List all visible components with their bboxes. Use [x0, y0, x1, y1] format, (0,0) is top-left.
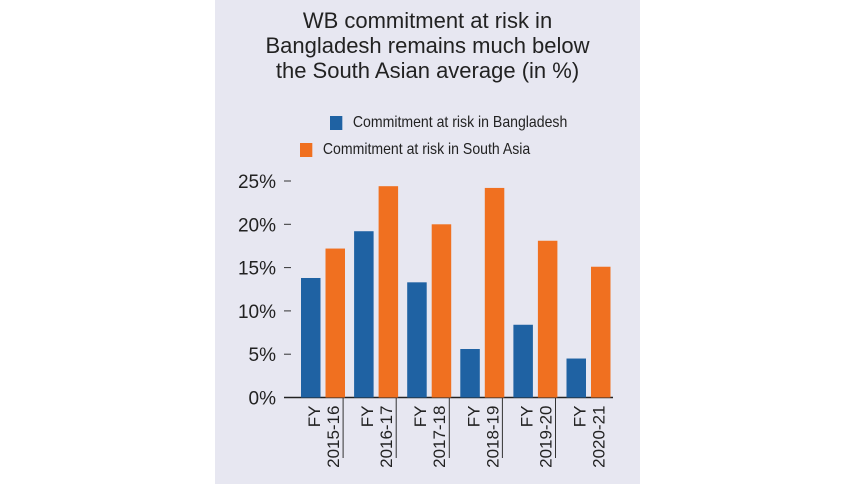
x-tick-label: FY: [358, 406, 377, 428]
bar-bangladesh: [566, 358, 586, 398]
chart-title: WB commitment at risk in Bangladesh rema…: [215, 8, 640, 83]
x-tick-label: 2020-21: [590, 406, 609, 468]
y-tick-label: 0%: [249, 389, 277, 410]
x-tick-label: 2018-19: [483, 406, 502, 468]
x-tick-label: FY: [464, 406, 483, 428]
x-tick-label: FY: [305, 406, 324, 428]
x-tick-label: 2016-17: [377, 406, 396, 468]
y-tick-label: 20%: [238, 215, 276, 236]
bar-bangladesh: [301, 277, 321, 398]
legend-item-south-asia: Commitment at risk in South Asia: [300, 141, 530, 159]
title-line: Bangladesh remains much below: [265, 33, 590, 58]
bar-bangladesh: [460, 349, 480, 398]
x-tick-label: 2015-16: [324, 406, 343, 468]
title-line: WB commitment at risk in: [302, 8, 553, 33]
bar-south-asia: [537, 240, 558, 398]
x-tick-label: FY: [411, 406, 430, 428]
title-line: the South Asian average (in %): [275, 58, 580, 83]
chart-panel: [215, 0, 640, 484]
bar-bangladesh: [513, 324, 533, 398]
legend-swatch-blue: [330, 116, 343, 130]
y-tick-label: 10%: [238, 302, 276, 323]
legend-label: Commitment at risk in South Asia: [322, 141, 531, 158]
bar-bangladesh: [407, 282, 427, 398]
bar-south-asia: [325, 248, 345, 398]
y-tick-label: 15%: [238, 259, 276, 280]
y-tick-label: 5%: [249, 345, 277, 366]
x-tick-label: 2019-20: [536, 406, 555, 468]
bar-south-asia: [484, 187, 505, 398]
bar-south-asia: [378, 186, 399, 398]
x-tick-label: 2017-18: [430, 406, 449, 468]
bar-bangladesh: [354, 231, 374, 398]
y-tick-label: 25%: [238, 172, 276, 193]
legend-swatch-orange: [300, 143, 313, 157]
bar-south-asia: [431, 224, 452, 398]
bar-south-asia: [591, 266, 611, 398]
legend-label: Commitment at risk in Bangladesh: [352, 114, 568, 131]
legend-item-bangladesh: Commitment at risk in Bangladesh: [330, 114, 567, 132]
x-tick-label: FY: [571, 406, 590, 428]
x-tick-label: FY: [517, 406, 536, 428]
